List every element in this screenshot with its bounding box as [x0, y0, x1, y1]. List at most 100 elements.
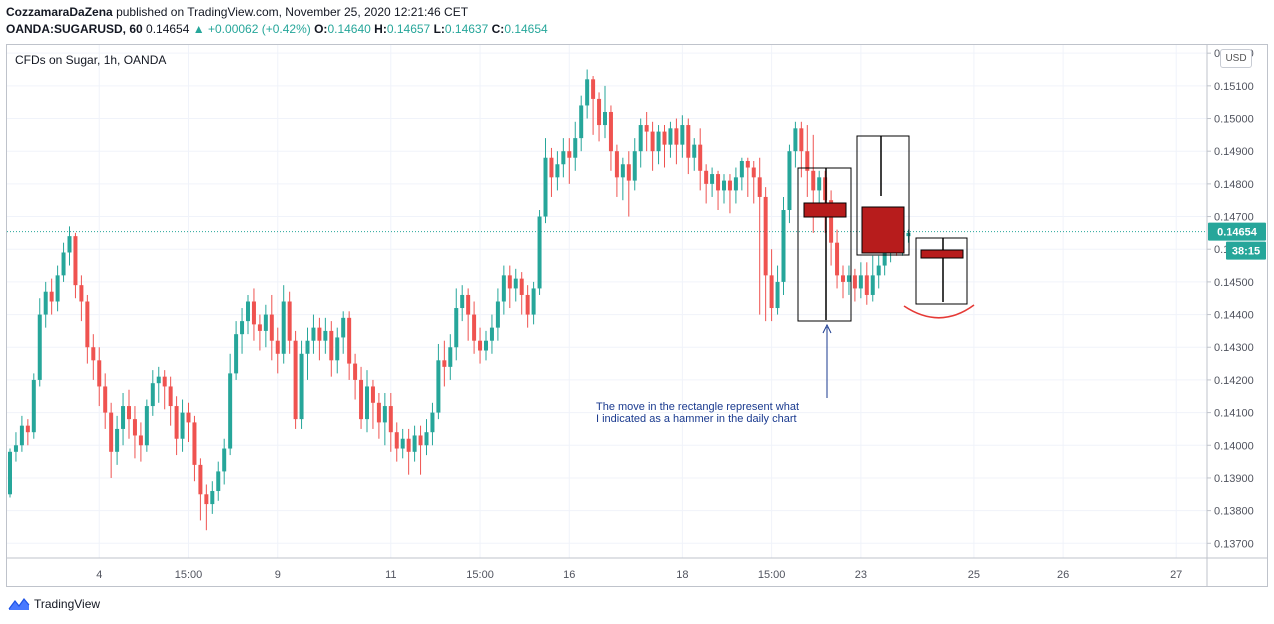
open-label: O: — [314, 22, 328, 36]
candle-body — [216, 471, 221, 492]
candle-body — [257, 324, 262, 331]
candle-body — [412, 435, 417, 452]
footer-brand[interactable]: TradingView — [8, 596, 100, 612]
candle-body — [448, 347, 453, 367]
candle-body — [793, 128, 798, 152]
symbol-name: OANDA:SUGARUSD, 60 — [6, 22, 143, 36]
last-price: 0.14654 — [146, 22, 190, 36]
candle-body — [549, 157, 554, 178]
candle-body — [608, 111, 613, 152]
y-tick-label: 0.14500 — [1214, 277, 1254, 289]
candle-body — [656, 131, 661, 152]
candle-body — [37, 314, 42, 380]
publisher-name[interactable]: CozzamaraDaZena — [6, 5, 113, 19]
candle-body — [323, 330, 328, 341]
candle-body — [418, 435, 423, 446]
bearish-rectangle-box[interactable] — [856, 135, 910, 256]
low-label: L: — [433, 22, 445, 36]
candle-body — [430, 412, 435, 433]
candle-body — [406, 438, 411, 452]
candle-body — [769, 275, 774, 309]
candle-body — [579, 105, 584, 139]
candle-body — [876, 265, 881, 276]
candle-body — [222, 448, 227, 472]
small-rectangle-body — [920, 249, 964, 259]
chart-frame[interactable] — [6, 44, 1268, 587]
candle-body — [121, 406, 126, 429]
candle-body — [198, 464, 203, 495]
candle-body — [573, 138, 578, 158]
candle-body — [73, 236, 78, 286]
candle-body — [650, 131, 655, 152]
candle-body — [311, 327, 316, 341]
candle-body — [192, 422, 197, 465]
candle-body — [341, 317, 346, 338]
candle-body — [674, 128, 679, 145]
candle-body — [841, 275, 845, 282]
candle-body — [680, 125, 685, 145]
candle-body — [85, 301, 90, 348]
candle-body — [180, 412, 185, 439]
candle-body — [400, 438, 405, 449]
currency-button[interactable]: USD — [1220, 49, 1252, 68]
candle-body — [811, 170, 816, 191]
x-tick-label: 27 — [1170, 569, 1182, 581]
high-value: 0.14657 — [386, 22, 431, 36]
candle-body — [299, 353, 304, 420]
candle-body — [466, 294, 471, 315]
candle-body — [745, 160, 750, 168]
x-tick-label: 15:00 — [175, 569, 203, 581]
candle-body — [168, 386, 173, 407]
candle-body — [591, 79, 596, 99]
candle-body — [376, 402, 381, 423]
candle-body — [394, 432, 399, 449]
candle-body — [555, 164, 560, 178]
candle-body — [781, 210, 786, 282]
y-tick-label: 0.14700 — [1214, 212, 1254, 224]
candle-body — [359, 379, 364, 420]
last-price-tag-bg — [1208, 222, 1266, 241]
small-rectangle-box[interactable] — [915, 237, 968, 305]
candle-body — [561, 151, 566, 165]
bearish-rectangle-body — [861, 206, 905, 254]
candle-body — [882, 249, 887, 266]
candle-body — [204, 494, 209, 505]
highlight-arc — [903, 304, 975, 319]
low-value: 0.14637 — [444, 22, 489, 36]
candle-body — [150, 383, 155, 407]
candle-body — [67, 236, 72, 253]
candle-body — [710, 174, 715, 184]
candle-body — [817, 177, 822, 191]
y-tick-label: 0.14300 — [1214, 342, 1254, 354]
candle-body — [388, 406, 393, 433]
candle-body — [614, 151, 619, 178]
chart-title: CFDs on Sugar, 1h, OANDA — [15, 53, 167, 67]
candle-body — [597, 98, 602, 126]
high-label: H: — [374, 22, 387, 36]
candle-body — [370, 386, 375, 403]
hammer-rectangle-body — [803, 202, 847, 218]
candle-body — [489, 327, 494, 341]
publisher-line: CozzamaraDaZena published on TradingView… — [6, 5, 468, 19]
candle-body — [13, 445, 18, 452]
y-tick-label: 0.14900 — [1214, 146, 1254, 158]
candle-body — [228, 373, 233, 449]
candle-body — [103, 386, 108, 413]
candle-body — [275, 340, 280, 354]
y-tick-label: 0.14000 — [1214, 440, 1254, 452]
candle-body — [25, 425, 30, 433]
candle-body — [829, 200, 834, 243]
candle-body — [686, 125, 691, 158]
published-text: published on TradingView.com, November 2… — [116, 5, 469, 19]
candle-body — [864, 275, 869, 295]
candle-body — [281, 301, 286, 354]
candle-body — [251, 301, 256, 325]
x-tick-label: 9 — [275, 569, 281, 581]
candle-body — [775, 281, 780, 309]
close-label: C: — [491, 22, 505, 36]
candle-body — [805, 151, 810, 171]
hammer-rectangle-box[interactable] — [797, 167, 852, 322]
x-tick-label: 26 — [1057, 569, 1069, 581]
candle-body — [733, 177, 738, 191]
